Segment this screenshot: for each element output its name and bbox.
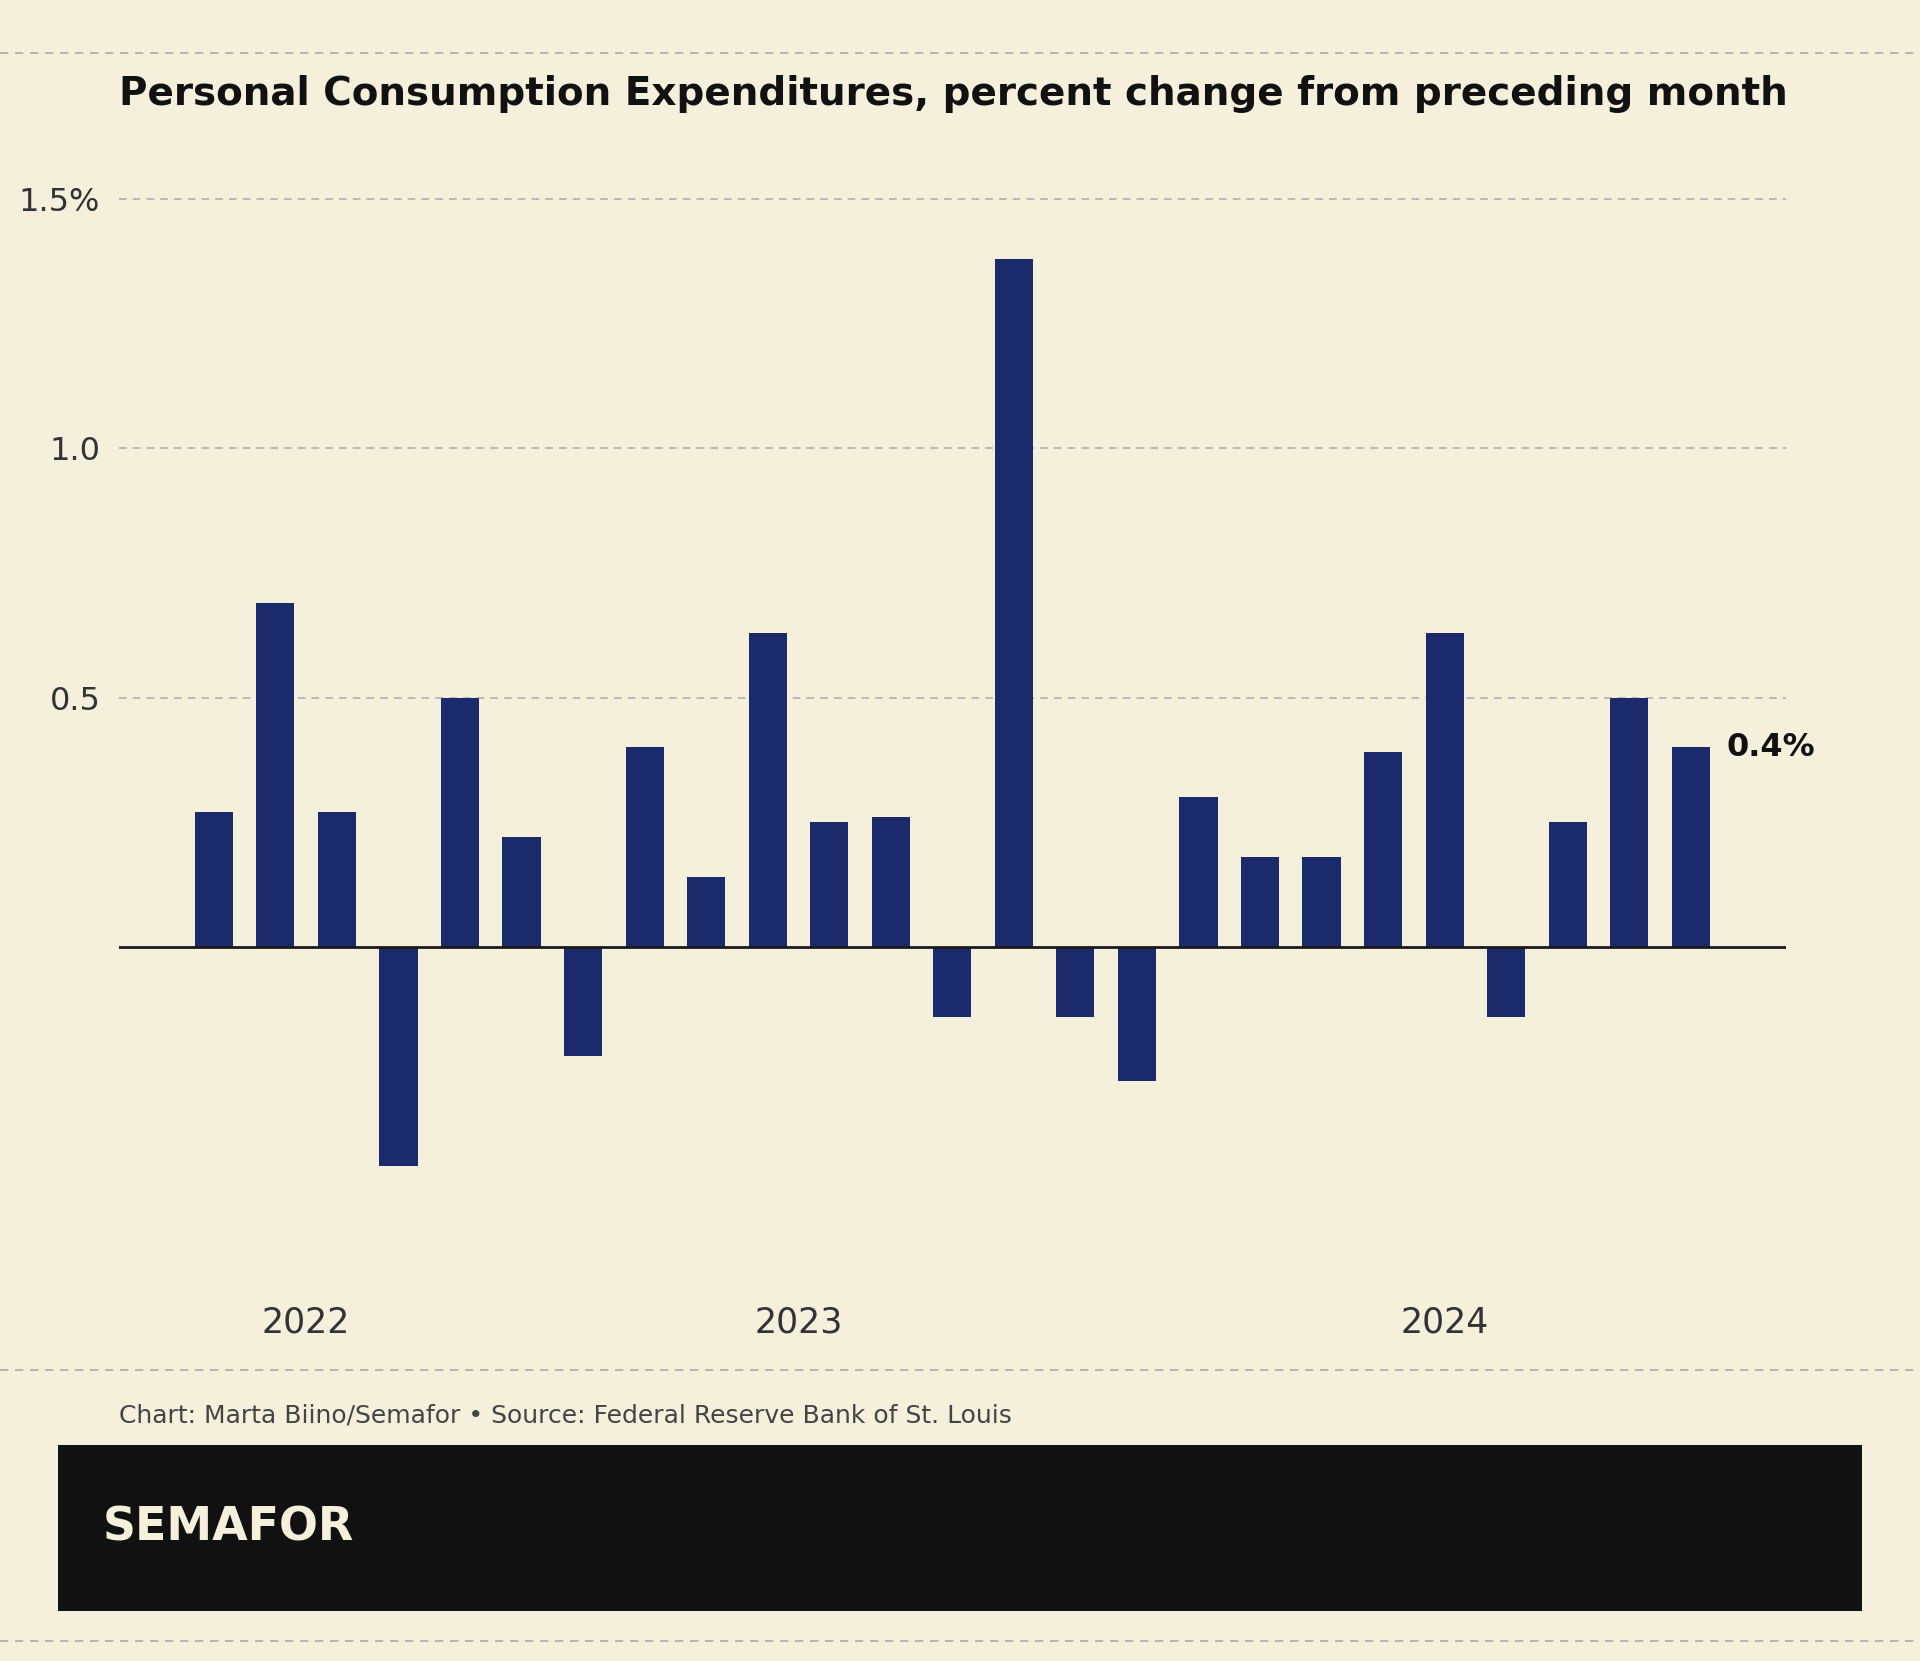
Bar [319, 812, 355, 947]
Bar [995, 259, 1033, 947]
Text: 2023: 2023 [755, 1306, 843, 1339]
Bar [687, 877, 726, 947]
Bar [1549, 822, 1586, 947]
Text: 2024: 2024 [1400, 1306, 1488, 1339]
Text: Chart: Marta Biino/Semafor • Source: Federal Reserve Bank of St. Louis: Chart: Marta Biino/Semafor • Source: Fed… [119, 1404, 1012, 1427]
Bar [1611, 698, 1647, 947]
Bar [380, 947, 417, 1166]
Bar [933, 947, 972, 1017]
Bar [626, 747, 664, 947]
Bar [194, 812, 232, 947]
Bar [503, 837, 541, 947]
Bar [1488, 947, 1524, 1017]
Bar [1425, 633, 1463, 947]
Bar [1117, 947, 1156, 1081]
Bar [442, 698, 480, 947]
Bar [564, 947, 603, 1056]
Bar [257, 603, 294, 947]
Text: 2022: 2022 [261, 1306, 349, 1339]
Bar [1179, 797, 1217, 947]
Bar [1363, 752, 1402, 947]
Bar [749, 633, 787, 947]
Bar [810, 822, 849, 947]
Bar [1672, 747, 1711, 947]
Text: Personal Consumption Expenditures, percent change from preceding month: Personal Consumption Expenditures, perce… [119, 75, 1788, 113]
Bar [1240, 857, 1279, 947]
Bar [872, 817, 910, 947]
Bar [1056, 947, 1094, 1017]
Text: 0.4%: 0.4% [1726, 733, 1814, 762]
Bar [1302, 857, 1340, 947]
Text: SEMAFOR: SEMAFOR [104, 1505, 353, 1551]
